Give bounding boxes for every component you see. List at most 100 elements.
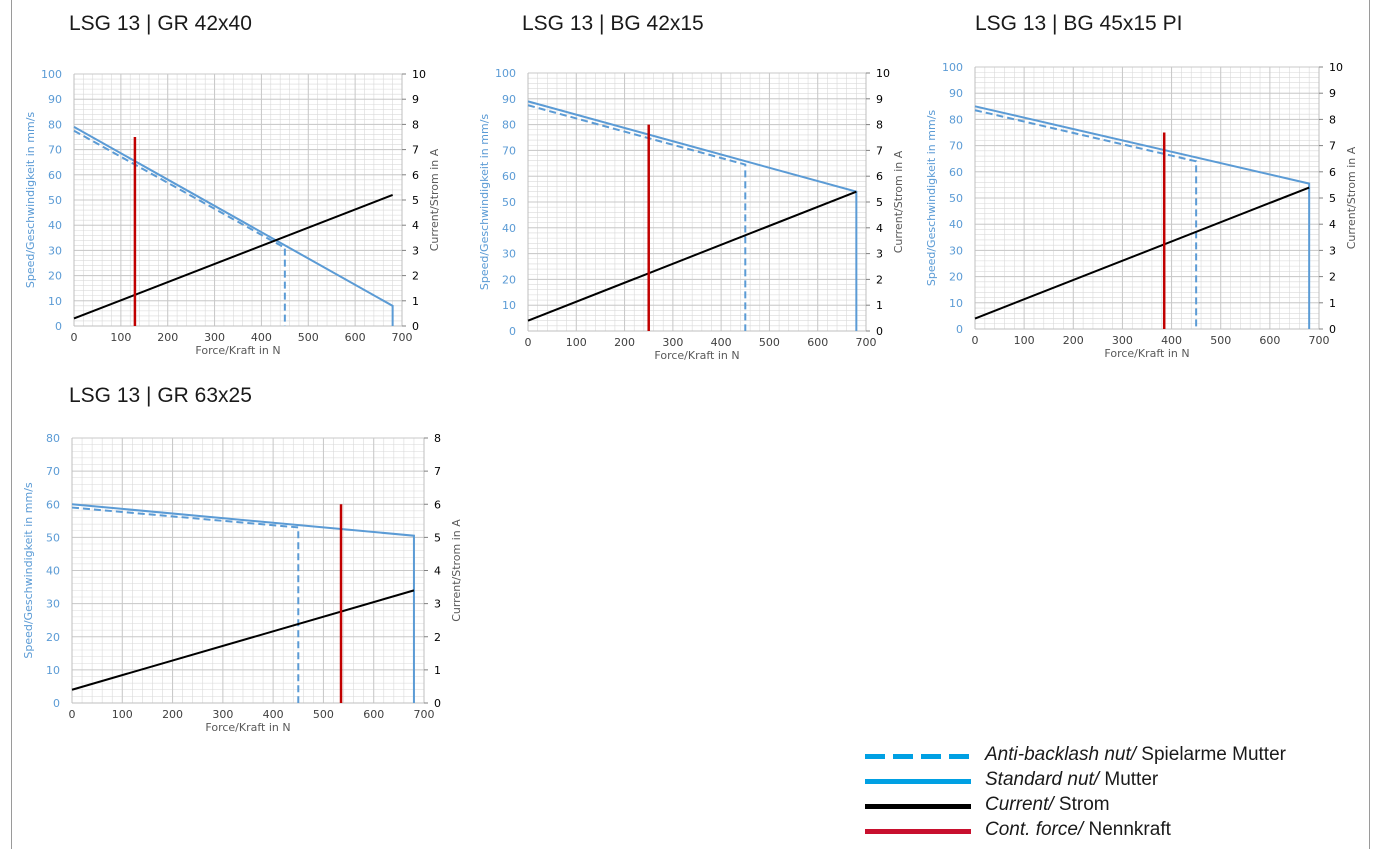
x-tick-label: 300 — [662, 336, 683, 349]
chart-title: LSG 13 | GR 42x40 — [69, 12, 252, 35]
series-line-standard-nut — [73, 126, 394, 326]
y-tick-label-right: 5 — [876, 196, 883, 209]
legend-label: Cont. force/ Nennkraft — [985, 819, 1171, 840]
y-tick-label-right: 1 — [434, 664, 441, 677]
y-tick-label-right: 3 — [434, 598, 441, 611]
y-tick-label-left: 10 — [46, 664, 60, 677]
y-tick-label-right: 5 — [1329, 192, 1336, 205]
page-frame-right — [1369, 0, 1370, 849]
y-tick-label-left: 0 — [53, 697, 60, 710]
y-tick-label-left: 70 — [502, 144, 516, 157]
x-tick-label: 0 — [69, 708, 76, 721]
y-tick-label-left: 20 — [949, 271, 963, 284]
y-tick-label-right: 9 — [412, 93, 419, 106]
y-tick-label-left: 50 — [949, 192, 963, 205]
y-tick-label-right: 0 — [412, 320, 419, 333]
y-tick-label-right: 2 — [434, 631, 441, 644]
y-tick-label-left: 30 — [46, 598, 60, 611]
x-tick-label: 500 — [313, 708, 334, 721]
series-line-standard-nut — [71, 503, 415, 703]
y-tick-label-right: 7 — [434, 465, 441, 478]
y-tick-label-right: 2 — [412, 270, 419, 283]
x-tick-label: 200 — [614, 336, 635, 349]
y-tick-label-right: 7 — [412, 144, 419, 157]
y-tick-label-left: 60 — [48, 169, 62, 182]
x-tick-label: 100 — [112, 708, 133, 721]
series-line-anti-backlash-nut — [71, 506, 300, 703]
y-tick-label-left: 30 — [949, 244, 963, 257]
y-tick-label-left: 10 — [502, 299, 516, 312]
x-tick-label: 400 — [263, 708, 284, 721]
x-axis-title: Force/Kraft in N — [1104, 347, 1189, 360]
x-tick-label: 600 — [363, 708, 384, 721]
y-tick-label-left: 100 — [41, 68, 62, 81]
y-tick-label-right: 0 — [1329, 323, 1336, 336]
x-tick-label: 400 — [251, 331, 272, 344]
y-axis-title-right: Current/Strom in A — [428, 148, 441, 251]
x-tick-label: 100 — [110, 331, 131, 344]
y-tick-label-left: 20 — [48, 270, 62, 283]
y-axis-title-right: Current/Strom in A — [450, 519, 463, 622]
legend-label: Standard nut/ Mutter — [985, 769, 1159, 790]
y-tick-label-left: 60 — [949, 166, 963, 179]
x-tick-label: 300 — [1112, 334, 1133, 347]
y-tick-label-left: 100 — [942, 61, 963, 74]
y-tick-label-left: 0 — [55, 320, 62, 333]
series-line-current — [527, 190, 857, 322]
y-axis-title-left: Speed/Geschwindigkeit in mm/s — [478, 114, 491, 291]
x-tick-label: 600 — [807, 336, 828, 349]
y-tick-label-left: 10 — [48, 295, 62, 308]
y-tick-label-left: 40 — [502, 222, 516, 235]
y-tick-label-right: 10 — [876, 67, 890, 80]
x-tick-label: 100 — [1014, 334, 1035, 347]
x-tick-label: 200 — [162, 708, 183, 721]
y-axis-title-right: Current/Strom in A — [892, 150, 905, 253]
x-axis-title: Force/Kraft in N — [654, 349, 739, 362]
y-axis-title-left: Speed/Geschwindigkeit in mm/s — [22, 482, 35, 659]
x-tick-label: 400 — [711, 336, 732, 349]
chart-title: LSG 13 | BG 45x15 PI — [975, 12, 1183, 35]
x-tick-label: 0 — [525, 336, 532, 349]
x-axis-title: Force/Kraft in N — [195, 344, 280, 357]
y-tick-label-left: 30 — [502, 248, 516, 261]
y-tick-label-right: 9 — [1329, 87, 1336, 100]
y-tick-label-left: 0 — [509, 325, 516, 338]
y-tick-label-left: 100 — [495, 67, 516, 80]
y-tick-label-right: 1 — [1329, 297, 1336, 310]
y-tick-label-left: 80 — [502, 119, 516, 132]
y-tick-label-left: 50 — [502, 196, 516, 209]
series-line-anti-backlash-nut — [974, 109, 1198, 329]
legend-swatch-blue — [865, 779, 971, 784]
series-line-current — [71, 589, 415, 691]
y-tick-label-right: 6 — [412, 169, 419, 182]
y-tick-label-left: 40 — [46, 565, 60, 578]
y-tick-label-right: 3 — [876, 248, 883, 261]
legend-item-cont-force: Cont. force/ Nennkraft — [865, 819, 1365, 844]
x-tick-label: 300 — [212, 708, 233, 721]
y-tick-label-left: 30 — [48, 244, 62, 257]
legend-label: Anti-backlash nut/ Spielarme Mutter — [985, 744, 1286, 765]
y-tick-label-left: 10 — [949, 297, 963, 310]
y-tick-label-right: 7 — [1329, 140, 1336, 153]
y-tick-label-right: 8 — [1329, 113, 1336, 126]
x-tick-label: 700 — [856, 336, 877, 349]
y-tick-label-left: 80 — [46, 432, 60, 445]
chart-4: 0 100 200 300 400 500 600 700010203040506070800… — [22, 432, 463, 734]
y-tick-label-right: 9 — [876, 93, 883, 106]
legend-swatch-black — [865, 804, 971, 809]
y-tick-label-right: 4 — [1329, 218, 1336, 231]
y-tick-label-left: 50 — [48, 194, 62, 207]
y-axis-title-left: Speed/Geschwindigkeit in mm/s — [925, 110, 938, 287]
x-tick-label: 600 — [345, 331, 366, 344]
legend: Anti-backlash nut/ Spielarme Mutter Stan… — [865, 744, 1365, 844]
series-line-anti-backlash-nut — [527, 104, 747, 331]
y-tick-label-right: 7 — [876, 144, 883, 157]
y-tick-label-left: 70 — [46, 465, 60, 478]
y-tick-label-right: 8 — [876, 119, 883, 132]
y-tick-label-left: 90 — [48, 93, 62, 106]
x-tick-label: 500 — [759, 336, 780, 349]
x-tick-label: 700 — [1309, 334, 1330, 347]
x-tick-label: 100 — [566, 336, 587, 349]
y-tick-label-left: 80 — [48, 118, 62, 131]
x-tick-label: 300 — [204, 331, 225, 344]
